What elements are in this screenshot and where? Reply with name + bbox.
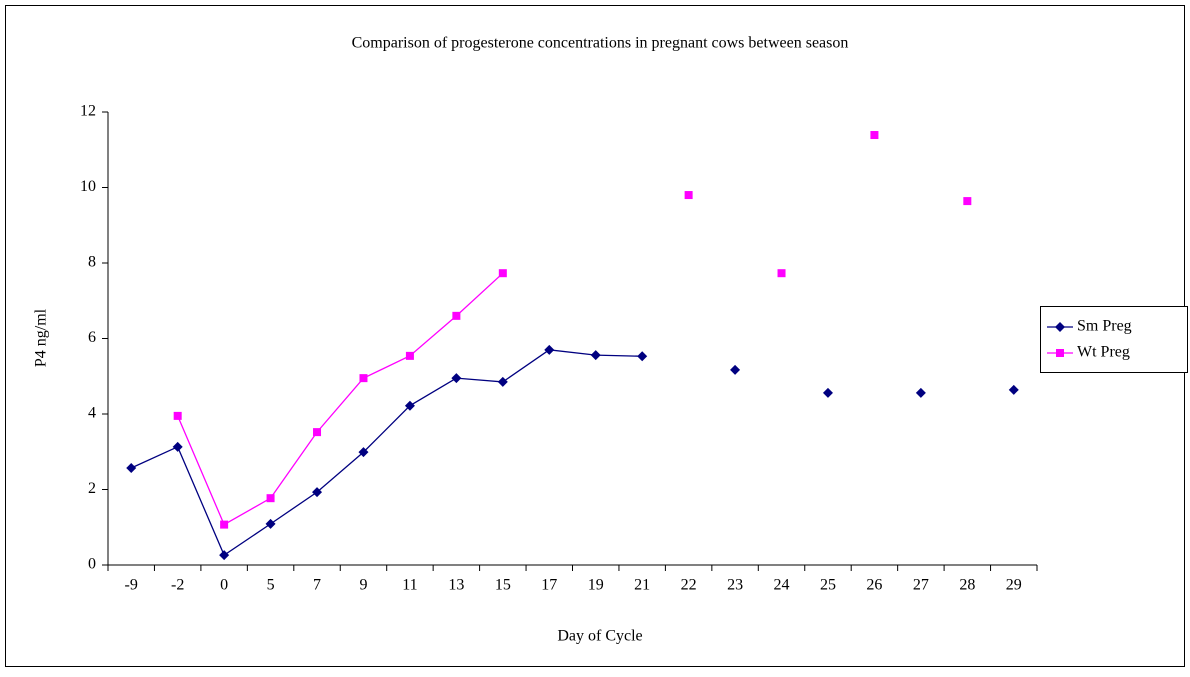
data-point — [173, 411, 182, 420]
data-point — [777, 269, 786, 278]
legend-marker — [1055, 322, 1065, 332]
data-point — [915, 387, 926, 398]
data-point — [684, 191, 693, 200]
x-tick-label: 26 — [866, 577, 882, 594]
data-point — [358, 447, 369, 458]
x-tick-label: 21 — [634, 577, 650, 594]
x-tick-label: 11 — [402, 577, 417, 594]
x-tick-label: 9 — [359, 577, 367, 594]
x-tick-label: 13 — [448, 577, 464, 594]
x-tick-label: 19 — [588, 577, 604, 594]
x-tick-label: 27 — [913, 577, 929, 594]
x-tick-label: 22 — [681, 577, 697, 594]
data-point — [220, 520, 229, 529]
y-tick-label: 8 — [88, 254, 96, 271]
data-point — [405, 351, 414, 360]
data-point — [963, 197, 972, 206]
data-point — [544, 344, 555, 355]
data-point — [730, 364, 741, 375]
legend-marker — [1056, 349, 1064, 357]
x-tick-label: 5 — [267, 577, 275, 594]
x-tick-label: 29 — [1006, 577, 1022, 594]
x-axis-label: Day of Cycle — [557, 628, 642, 645]
data-point — [219, 550, 230, 561]
data-point — [265, 518, 276, 529]
data-point — [359, 374, 368, 383]
y-tick-label: 10 — [80, 178, 96, 195]
data-point — [312, 487, 323, 498]
x-tick-label: 24 — [774, 577, 790, 594]
data-point — [1008, 384, 1019, 395]
data-point — [497, 376, 508, 387]
x-tick-label: 25 — [820, 577, 836, 594]
data-point — [451, 373, 462, 384]
y-tick-label: 0 — [88, 556, 96, 573]
data-point — [126, 462, 137, 473]
x-tick-label: 28 — [959, 577, 975, 594]
data-point — [590, 350, 601, 361]
chart-title: Comparison of progesterone concentration… — [352, 35, 849, 52]
data-point — [266, 494, 275, 503]
x-tick-label: -2 — [171, 577, 184, 594]
x-tick-label: 17 — [541, 577, 557, 594]
legend-box — [1040, 306, 1188, 373]
data-point — [452, 311, 461, 320]
y-tick-label: 4 — [88, 405, 96, 422]
data-point — [822, 387, 833, 398]
x-tick-label: -9 — [125, 577, 138, 594]
y-tick-label: 6 — [88, 329, 96, 346]
data-point — [870, 131, 879, 140]
y-axis-label: P4 ng/ml — [33, 308, 50, 367]
x-tick-label: 0 — [220, 577, 228, 594]
legend-label: Wt Preg — [1077, 344, 1130, 361]
x-tick-label: 7 — [313, 577, 321, 594]
x-tick-label: 23 — [727, 577, 743, 594]
data-point — [404, 400, 415, 411]
y-tick-label: 12 — [80, 103, 96, 120]
x-tick-label: 15 — [495, 577, 511, 594]
y-tick-label: 2 — [88, 480, 96, 497]
data-point — [172, 441, 183, 452]
data-point — [637, 351, 648, 362]
legend-label: Sm Preg — [1077, 318, 1132, 335]
chart-frame — [5, 5, 1185, 667]
data-point — [313, 428, 322, 437]
data-point — [498, 269, 507, 278]
